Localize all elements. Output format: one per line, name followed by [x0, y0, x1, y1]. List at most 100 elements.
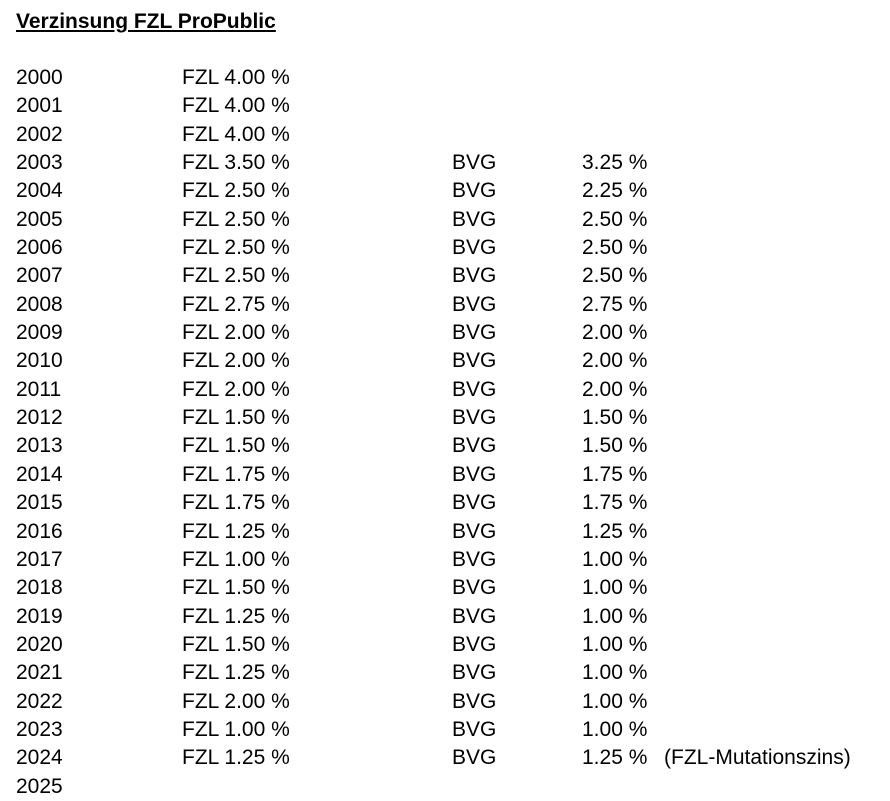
table-row: 2012 FZL 1.50 % BVG 1.50 %: [16, 404, 886, 432]
fzl-rate-cell: FZL 1.50 %: [182, 406, 290, 430]
document: Verzinsung FZL ProPublic 2000 FZL 4.00 % 2…: [16, 8, 886, 801]
bvg-label-cell: BVG: [452, 264, 497, 288]
year-cell: 2001: [16, 94, 63, 118]
fzl-rate-cell: FZL 2.50 %: [182, 264, 290, 288]
table-row: 2020 FZL 1.50 % BVG 1.00 %: [16, 631, 886, 659]
fzl-rate-cell: FZL 2.00 %: [182, 321, 290, 345]
year-cell: 2019: [16, 604, 63, 628]
bvg-rate-cell: 2.75 %: [582, 292, 648, 316]
bvg-rate-cell: 1.75 %: [582, 491, 648, 515]
bvg-rate-cell: 2.25 %: [582, 179, 648, 203]
fzl-rate-cell: FZL 2.75 %: [182, 292, 290, 316]
bvg-label-cell: BVG: [452, 321, 497, 345]
year-cell: 2021: [16, 661, 63, 685]
year-cell: 2009: [16, 321, 63, 345]
fzl-rate-cell: FZL 1.50 %: [182, 576, 290, 600]
bvg-rate-cell: 2.50 %: [582, 236, 648, 260]
bvg-label-cell: BVG: [452, 434, 497, 458]
table-row: 2011 FZL 2.00 % BVG 2.00 %: [16, 376, 886, 404]
table-row: 2009 FZL 2.00 % BVG 2.00 %: [16, 319, 886, 347]
table-row: 2019 FZL 1.25 % BVG 1.00 %: [16, 603, 886, 631]
year-cell: 2007: [16, 264, 63, 288]
bvg-rate-cell: 1.00 %: [582, 604, 648, 628]
year-cell: 2003: [16, 151, 63, 175]
fzl-rate-cell: FZL 4.00 %: [182, 122, 290, 146]
table-row: 2002 FZL 4.00 %: [16, 121, 886, 149]
fzl-rate-cell: FZL 1.25 %: [182, 661, 290, 685]
year-cell: 2012: [16, 406, 63, 430]
table-row: 2010 FZL 2.00 % BVG 2.00 %: [16, 347, 886, 375]
table-row: 2021 FZL 1.25 % BVG 1.00 %: [16, 659, 886, 687]
fzl-rate-cell: FZL 2.50 %: [182, 236, 290, 260]
bvg-label-cell: BVG: [452, 491, 497, 515]
year-cell: 2017: [16, 547, 63, 571]
fzl-rate-cell: FZL 2.50 %: [182, 179, 290, 203]
year-cell: 2006: [16, 236, 63, 260]
bvg-label-cell: BVG: [452, 632, 497, 656]
table-row: 2005 FZL 2.50 % BVG 2.50 %: [16, 206, 886, 234]
bvg-rate-cell: 1.00 %: [582, 547, 648, 571]
bvg-label-cell: BVG: [452, 179, 497, 203]
bvg-rate-cell: 3.25 %: [582, 151, 648, 175]
fzl-rate-cell: FZL 3.50 %: [182, 151, 290, 175]
table-row: 2015 FZL 1.75 % BVG 1.75 %: [16, 489, 886, 517]
year-cell: 2004: [16, 179, 63, 203]
year-cell: 2023: [16, 717, 63, 741]
bvg-rate-cell: 1.50 %: [582, 406, 648, 430]
year-cell: 2024: [16, 746, 63, 770]
bvg-rate-cell: 1.00 %: [582, 689, 648, 713]
table-row: 2017 FZL 1.00 % BVG 1.00 %: [16, 546, 886, 574]
table-row: 2025: [16, 773, 886, 801]
table-row: 2003 FZL 3.50 % BVG 3.25 %: [16, 149, 886, 177]
bvg-label-cell: BVG: [452, 377, 497, 401]
fzl-rate-cell: FZL 1.50 %: [182, 434, 290, 458]
table-row: 2023 FZL 1.00 % BVG 1.00 %: [16, 716, 886, 744]
fzl-rate-cell: FZL 4.00 %: [182, 94, 290, 118]
bvg-rate-cell: 2.00 %: [582, 321, 648, 345]
interest-rate-list: 2000 FZL 4.00 % 2001 FZL 4.00 % 2002 FZL 4.00…: [16, 64, 886, 801]
bvg-rate-cell: 1.00 %: [582, 632, 648, 656]
bvg-label-cell: BVG: [452, 661, 497, 685]
table-row: 2008 FZL 2.75 % BVG 2.75 %: [16, 291, 886, 319]
bvg-label-cell: BVG: [452, 462, 497, 486]
bvg-rate-cell: 1.00 %: [582, 661, 648, 685]
bvg-rate-cell: 1.00 %: [582, 576, 648, 600]
year-cell: 2000: [16, 66, 63, 89]
bvg-rate-cell: 2.00 %: [582, 377, 648, 401]
year-cell: 2020: [16, 632, 63, 656]
page-title: Verzinsung FZL ProPublic: [16, 10, 276, 33]
table-row: 2022 FZL 2.00 % BVG 1.00 %: [16, 688, 886, 716]
fzl-rate-cell: FZL 1.25 %: [182, 604, 290, 628]
bvg-label-cell: BVG: [452, 349, 497, 373]
year-cell: 2018: [16, 576, 63, 600]
year-cell: 2002: [16, 122, 63, 146]
year-cell: 2025: [16, 774, 63, 798]
table-row: 2001 FZL 4.00 %: [16, 92, 886, 120]
fzl-rate-cell: FZL 2.00 %: [182, 377, 290, 401]
bvg-label-cell: BVG: [452, 547, 497, 571]
table-row: 2024 FZL 1.25 % BVG 1.25 % (FZL-Mutationszin…: [16, 744, 886, 772]
fzl-rate-cell: FZL 2.00 %: [182, 349, 290, 373]
bvg-label-cell: BVG: [452, 406, 497, 430]
fzl-rate-cell: FZL 1.25 %: [182, 746, 290, 770]
table-row: 2016 FZL 1.25 % BVG 1.25 %: [16, 518, 886, 546]
bvg-label-cell: BVG: [452, 292, 497, 316]
year-cell: 2005: [16, 207, 63, 231]
bvg-rate-cell: 1.75 %: [582, 462, 648, 486]
year-cell: 2022: [16, 689, 63, 713]
bvg-rate-cell: 1.25 %: [582, 519, 648, 543]
year-cell: 2011: [16, 377, 62, 401]
bvg-rate-cell: 1.00 %: [582, 717, 648, 741]
year-cell: 2016: [16, 519, 63, 543]
table-row: 2014 FZL 1.75 % BVG 1.75 %: [16, 461, 886, 489]
bvg-label-cell: BVG: [452, 604, 497, 628]
bvg-rate-cell: 1.50 %: [582, 434, 648, 458]
table-row: 2006 FZL 2.50 % BVG 2.50 %: [16, 234, 886, 262]
bvg-label-cell: BVG: [452, 576, 497, 600]
table-row: 2007 FZL 2.50 % BVG 2.50 %: [16, 262, 886, 290]
year-cell: 2010: [16, 349, 63, 373]
year-cell: 2008: [16, 292, 63, 316]
fzl-rate-cell: FZL 1.75 %: [182, 491, 290, 515]
bvg-label-cell: BVG: [452, 689, 497, 713]
table-row: 2013 FZL 1.50 % BVG 1.50 %: [16, 432, 886, 460]
